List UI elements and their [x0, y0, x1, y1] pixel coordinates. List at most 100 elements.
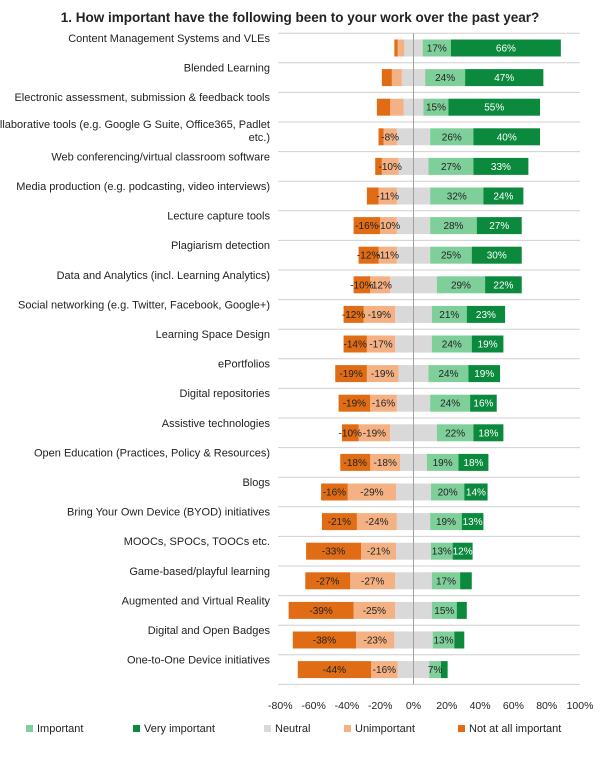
data-labels: 17% 66% 24% 47% 15% 55% 26% 40% -8% 27% 33% -10% 32%…: [309, 44, 516, 677]
legend-unimportant: Unimportant: [344, 723, 415, 735]
data-label-very-important: 18%: [478, 428, 498, 439]
category-label: Learning Space Design: [156, 329, 270, 341]
data-label-important: 24%: [442, 340, 462, 351]
bar-very-important: [454, 631, 465, 649]
data-label-important: 25%: [441, 251, 461, 262]
category-label: Bring Your Own Device (BYOD) initiatives: [67, 507, 270, 519]
bar-important: [428, 157, 474, 175]
data-label-very-important: 19%: [478, 340, 498, 351]
bar-important: [430, 128, 474, 146]
bar-unimportant: [380, 217, 397, 235]
data-label-very-important: 18%: [463, 458, 483, 469]
legend-neutral: Neutral: [264, 723, 310, 735]
data-label-important: 13%: [433, 636, 453, 647]
bar-unimportant: [378, 246, 397, 264]
bar-not-at-all-important: [353, 276, 371, 294]
bar-very-important: [473, 128, 541, 146]
bar-important: [430, 246, 472, 264]
bar-important: [430, 513, 462, 531]
category-label: Lecture capture tools: [167, 211, 270, 223]
legend-label: Not at all important: [469, 723, 561, 735]
data-label-not-at-all-important: -21%: [328, 517, 351, 528]
bar-very-important: [476, 217, 522, 235]
category-label: Game-based/playful learning: [129, 566, 270, 578]
data-label-unimportant: -27%: [361, 576, 384, 587]
bar-not-at-all-important: [341, 424, 359, 442]
legend-swatch: [133, 725, 140, 732]
data-label-important: 26%: [442, 132, 462, 143]
data-label-very-important: 55%: [484, 103, 504, 114]
data-label-important: 15%: [434, 606, 454, 617]
data-label-important: 32%: [447, 192, 467, 203]
category-label: One-to-One Device initiatives: [127, 655, 271, 667]
data-label-important: 22%: [445, 428, 465, 439]
bar-important: [431, 601, 457, 619]
legend-important: Important: [26, 723, 83, 735]
bar-not-at-all-important: [292, 631, 357, 649]
bar-unimportant: [356, 631, 395, 649]
data-label-not-at-all-important: -14%: [344, 340, 367, 351]
data-label-unimportant: -18%: [374, 458, 397, 469]
bar-unimportant: [363, 305, 396, 323]
bar-important: [436, 276, 486, 294]
bar-very-important: [473, 157, 529, 175]
data-label-unimportant: -19%: [363, 428, 386, 439]
bar-unimportant: [370, 453, 401, 471]
data-label-important: 24%: [435, 73, 455, 84]
bar-important: [430, 187, 484, 205]
data-label-unimportant: -16%: [373, 665, 396, 676]
bar-unimportant: [353, 601, 396, 619]
bar-not-at-all-important: [381, 69, 392, 87]
category-label: Data and Analytics (incl. Learning Analy…: [57, 270, 270, 282]
category-label: Blogs: [242, 477, 270, 489]
data-label-very-important: 47%: [494, 73, 514, 84]
bar-unimportant: [383, 128, 397, 146]
data-label-very-important: 33%: [491, 162, 511, 173]
bar-important: [432, 631, 455, 649]
category-label: Social networking (e.g. Twitter, Faceboo…: [18, 299, 270, 311]
data-label-not-at-all-important: -19%: [343, 399, 366, 410]
bar-unimportant: [350, 572, 396, 590]
legend: Important Very important Neutral Unimportan…: [26, 723, 561, 735]
bar-unimportant: [366, 365, 399, 383]
bar-unimportant: [371, 661, 398, 679]
data-label-not-at-all-important: -10%: [339, 428, 362, 439]
bar-unimportant: [358, 424, 391, 442]
data-label-not-at-all-important: -39%: [309, 606, 332, 617]
bar-important: [422, 39, 451, 57]
category-label: MOOCs, SPOCs, TOOCs etc.: [124, 536, 270, 548]
bar-not-at-all-important: [376, 98, 391, 116]
data-label-unimportant: -19%: [371, 369, 394, 380]
bar-unimportant: [390, 98, 404, 116]
bar-unimportant: [356, 513, 397, 531]
data-label-very-important: 12%: [453, 547, 473, 558]
category-label: Media production (e.g. podcasting, video…: [16, 181, 270, 193]
data-label-important: 21%: [439, 310, 459, 321]
bar-very-important: [440, 661, 448, 679]
data-label-not-at-all-important: -10%: [350, 280, 373, 291]
legend-label: Important: [37, 723, 83, 735]
bar-not-at-all-important: [335, 365, 367, 383]
bar-unimportant: [347, 483, 397, 501]
bar-very-important: [464, 483, 488, 501]
x-tick-label: -80%: [268, 700, 293, 712]
x-tick-label: 60%: [503, 700, 524, 712]
x-axis: -80% -60% -40% -20% 0% 20% 40% 60% 80% 100%: [268, 33, 593, 712]
data-label-not-at-all-important: -27%: [316, 576, 339, 587]
data-label-not-at-all-important: -44%: [323, 665, 346, 676]
data-label-important: 19%: [433, 458, 453, 469]
data-label-unimportant: -8%: [381, 132, 399, 143]
data-label-not-at-all-important: -16%: [355, 221, 378, 232]
data-label-important: 29%: [451, 280, 471, 291]
category-label: Web conferencing/virtual classroom softw…: [51, 151, 270, 163]
category-label: Assistive technologies: [162, 418, 271, 430]
data-label-unimportant: -11%: [376, 192, 399, 203]
bar-very-important: [485, 276, 522, 294]
x-tick-label: 0%: [406, 700, 421, 712]
bar-important: [430, 542, 453, 560]
bar-very-important: [470, 394, 497, 412]
category-label: ePortfolios: [218, 359, 270, 371]
bar-very-important: [473, 424, 504, 442]
x-tick-label: -60%: [301, 700, 326, 712]
data-label-unimportant: -29%: [360, 488, 383, 499]
